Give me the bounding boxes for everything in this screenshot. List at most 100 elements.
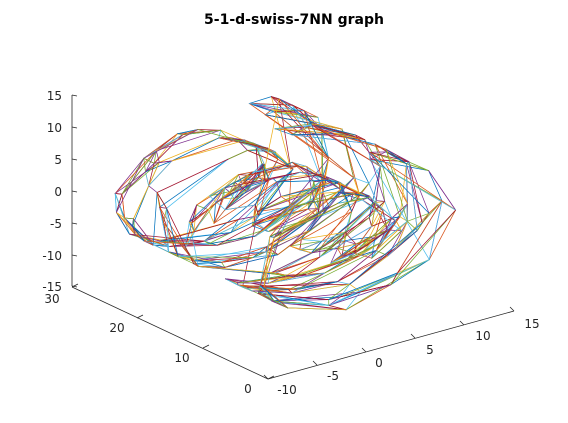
graph-edge	[358, 217, 393, 257]
graph-edge	[387, 222, 423, 257]
graph-edge	[337, 248, 356, 254]
graph-edge	[310, 240, 323, 254]
graph-edge	[264, 114, 313, 125]
z-tick-label: 10	[47, 121, 62, 135]
graph-edge	[254, 181, 266, 206]
graph-edge	[224, 174, 249, 189]
graph-edge	[213, 196, 225, 224]
graph-edge	[337, 281, 351, 285]
graph-edge	[310, 231, 346, 254]
graph-edge	[291, 283, 351, 294]
x-tick-label: -10	[277, 383, 297, 397]
graph-edge	[171, 137, 220, 162]
graph-edge	[265, 246, 267, 253]
graph-edge	[308, 208, 324, 232]
chart-title: 5-1-d-swiss-7NN graph	[204, 12, 384, 28]
graph-edge	[193, 263, 226, 268]
y-tick-label: 20	[109, 321, 124, 335]
graph-edge	[266, 179, 323, 230]
graph-edge	[311, 123, 343, 130]
graph-edge	[273, 111, 354, 179]
graph-edge	[330, 238, 376, 264]
graph-edge	[188, 209, 209, 223]
graph-edge	[274, 302, 330, 306]
graph-edge	[369, 196, 397, 222]
graph-edge	[371, 200, 377, 227]
graph-edge	[148, 160, 173, 187]
graph-edge	[331, 181, 340, 183]
z-ticks	[71, 94, 78, 288]
graph-edge	[258, 168, 294, 216]
graph-edge	[273, 200, 352, 238]
graph-edge	[208, 232, 232, 245]
graph-edge	[217, 205, 290, 246]
graph-edge	[361, 199, 397, 222]
graph-edge	[264, 114, 354, 179]
x-tick-label: 10	[475, 329, 490, 343]
graph-edge	[188, 221, 195, 232]
graph-edge	[295, 193, 354, 207]
graph-edge	[221, 187, 225, 199]
graph-edge	[163, 207, 167, 223]
graph-edge	[428, 170, 443, 202]
graph-edge	[247, 172, 253, 176]
graph-edge	[369, 159, 456, 211]
graph-edge	[319, 200, 377, 250]
graph-edge	[247, 165, 285, 176]
graph-edge	[319, 200, 377, 258]
graph-edge	[233, 183, 243, 200]
graph-edge	[224, 204, 256, 211]
graph-edge	[289, 216, 318, 247]
graph-edge	[291, 281, 338, 294]
graph-edge	[387, 220, 408, 257]
x-tick-label: -5	[327, 369, 339, 383]
graph-edge	[374, 143, 401, 218]
graph-edge	[313, 180, 322, 201]
graph-edge	[278, 98, 292, 172]
graph-edge	[341, 128, 370, 184]
graph-edge	[229, 174, 239, 193]
graph-edge	[134, 234, 154, 246]
graph-edge	[298, 165, 332, 182]
graph-edge	[300, 231, 346, 240]
graph-edge	[312, 125, 334, 134]
graph-edge	[266, 186, 345, 248]
z-tick-label: -10	[42, 249, 62, 263]
graph-edge	[197, 265, 276, 274]
graph-edge	[288, 289, 293, 294]
y-axis-line	[71, 286, 269, 380]
x-tick-label: 0	[375, 356, 383, 370]
graph-edge	[121, 150, 157, 195]
graph-edge	[255, 145, 265, 165]
graph-edge	[248, 103, 305, 112]
graph-edge	[288, 170, 292, 207]
graph-edge	[171, 139, 237, 162]
graph-edge	[349, 283, 361, 293]
graph-edge	[399, 163, 407, 218]
graph-edge	[196, 174, 239, 206]
graph-edge	[308, 205, 329, 232]
graph-edge	[289, 245, 312, 254]
graph-edge	[223, 183, 243, 198]
graph-edge	[337, 193, 354, 204]
graph-edge	[218, 129, 222, 139]
graph-edge	[271, 291, 361, 302]
graph-edge	[328, 283, 351, 300]
graph-edge	[193, 202, 216, 232]
graph-edge	[248, 103, 329, 159]
graph-edge	[116, 212, 130, 235]
y-tick-label: 0	[244, 382, 252, 396]
graph-edge	[263, 236, 271, 288]
graph-edge	[379, 220, 408, 244]
graph-edge	[145, 171, 150, 187]
graph-edge	[358, 243, 380, 257]
graph-edge	[193, 262, 222, 265]
graph-edge	[223, 174, 249, 198]
graph-edge	[238, 141, 269, 149]
graph-edge	[385, 148, 407, 165]
graph-edge	[258, 236, 271, 293]
graph-edge	[114, 193, 130, 235]
graph-edge	[227, 150, 248, 160]
graph-edge	[224, 174, 239, 189]
graph-edge	[303, 110, 329, 159]
